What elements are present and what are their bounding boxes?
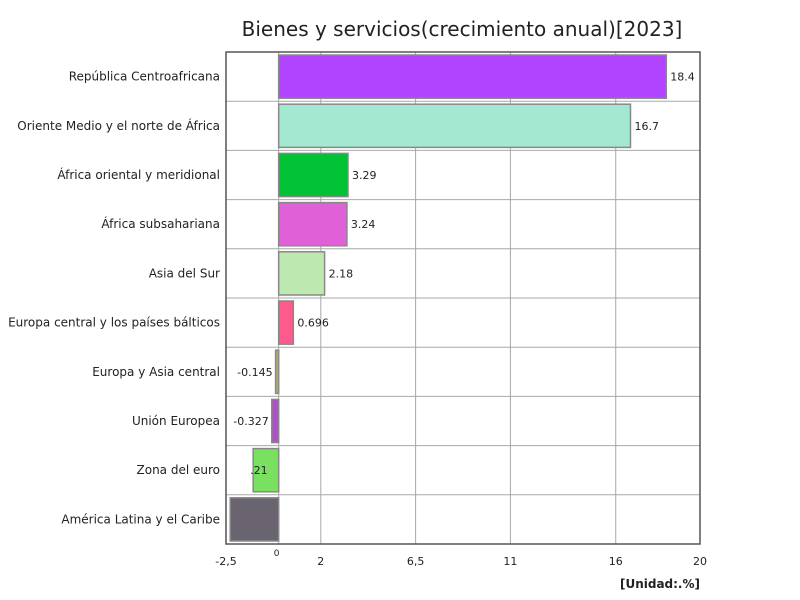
chart-title: Bienes y servicios(crecimiento anual)[20… bbox=[242, 17, 683, 41]
x-tick-label: 6,5 bbox=[407, 555, 425, 568]
value-label: 0.696 bbox=[297, 317, 329, 330]
bar bbox=[277, 201, 348, 247]
zero-tick-label: 0 bbox=[274, 549, 280, 559]
x-tick-label: 2 bbox=[317, 555, 324, 568]
category-label: América Latina y el Caribe bbox=[61, 512, 220, 526]
value-label: -0.327 bbox=[233, 415, 268, 428]
category-label: Oriente Medio y el norte de África bbox=[17, 118, 220, 133]
bar bbox=[277, 251, 326, 296]
value-label: 3.24 bbox=[351, 218, 376, 231]
bar bbox=[277, 152, 349, 198]
value-label: 16.7 bbox=[634, 120, 659, 133]
value-label: .21 bbox=[250, 464, 268, 477]
x-tick-label: 16 bbox=[609, 555, 623, 568]
category-label: Europa central y los países bálticos bbox=[8, 316, 220, 330]
bar bbox=[277, 54, 668, 99]
category-label: República Centroafricana bbox=[69, 70, 220, 84]
x-tick-label: 11 bbox=[503, 555, 517, 568]
bar bbox=[229, 497, 280, 542]
value-label: 2.18 bbox=[329, 267, 354, 280]
x-tick-label: 20 bbox=[693, 555, 707, 568]
bar bbox=[277, 300, 295, 345]
category-label: África subsahariana bbox=[101, 216, 220, 231]
bar bbox=[252, 447, 280, 493]
value-label: 3.29 bbox=[352, 169, 377, 182]
plot-frame bbox=[225, 51, 701, 545]
plot-area: República Centroafricana 18.4 Oriente Medi… bbox=[8, 51, 707, 568]
category-label: Asia del Sur bbox=[149, 266, 220, 280]
category-label: África oriental y meridional bbox=[57, 167, 220, 182]
category-label: Unión Europea bbox=[132, 414, 220, 428]
bar bbox=[277, 103, 632, 149]
category-label: Europa y Asia central bbox=[92, 365, 220, 379]
bar bbox=[271, 398, 280, 444]
x-tick-label: -2,5 bbox=[215, 555, 236, 568]
value-label: -0.145 bbox=[237, 366, 272, 379]
bar bbox=[274, 349, 280, 395]
unit-label: [Unidad:.%] bbox=[620, 577, 700, 591]
value-label: 18.4 bbox=[670, 71, 695, 84]
category-label: Zona del euro bbox=[137, 463, 220, 477]
